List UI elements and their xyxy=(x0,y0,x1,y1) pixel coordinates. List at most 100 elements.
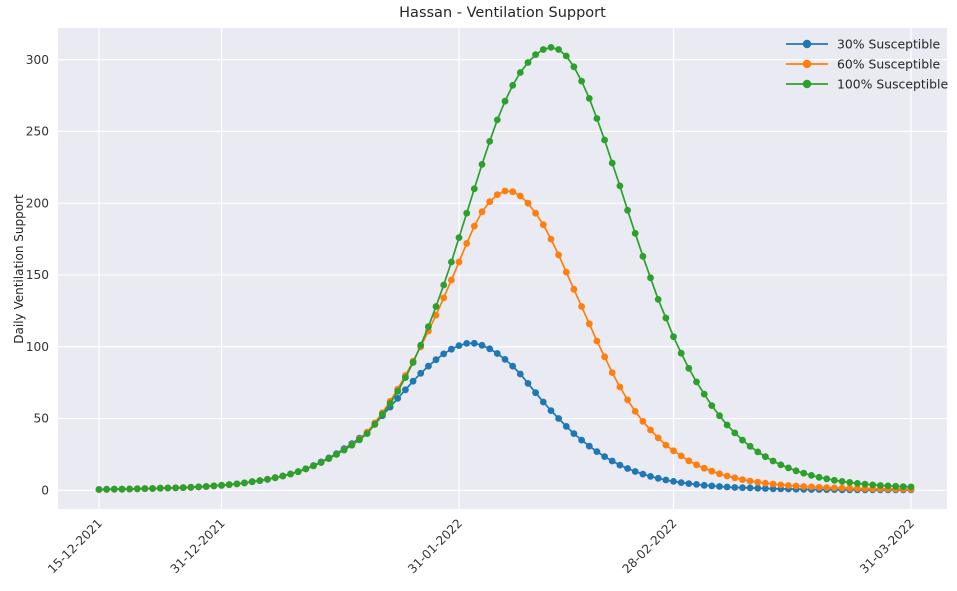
data-point-marker xyxy=(532,389,539,397)
data-point-marker xyxy=(95,486,103,493)
data-point-marker xyxy=(616,182,624,190)
data-point-marker xyxy=(777,481,785,489)
y-axis-label: Daily Ventilation Support xyxy=(12,194,26,344)
legend-marker-swatch xyxy=(802,79,812,89)
data-point-marker xyxy=(432,311,440,319)
data-point-marker xyxy=(785,464,792,472)
y-tick-label: 0 xyxy=(41,484,49,498)
data-point-marker xyxy=(470,185,478,193)
data-point-marker xyxy=(486,138,494,145)
data-point-marker xyxy=(333,451,340,458)
data-point-marker xyxy=(846,484,854,492)
data-point-marker xyxy=(708,482,716,490)
data-point-marker xyxy=(800,469,808,477)
data-point-marker xyxy=(539,221,547,229)
legend-item-30-susceptible: 30% Susceptible xyxy=(786,36,940,51)
data-point-marker xyxy=(394,395,402,402)
data-point-marker xyxy=(440,350,448,358)
data-point-marker xyxy=(647,426,654,434)
data-point-marker xyxy=(570,430,578,437)
data-point-marker xyxy=(693,481,700,488)
data-point-marker xyxy=(524,380,532,387)
data-point-marker xyxy=(524,199,532,207)
data-point-marker xyxy=(463,340,471,347)
data-point-marker xyxy=(585,320,593,328)
data-point-marker xyxy=(662,476,670,484)
data-point-marker xyxy=(425,323,432,331)
data-point-marker xyxy=(716,412,723,420)
data-point-marker xyxy=(624,396,631,404)
data-point-marker xyxy=(294,468,302,476)
data-point-marker xyxy=(516,370,524,378)
data-point-marker xyxy=(608,369,616,376)
data-point-marker xyxy=(769,480,777,488)
data-point-marker xyxy=(141,485,149,492)
data-point-marker xyxy=(225,481,233,488)
data-point-marker xyxy=(731,484,739,491)
data-point-marker xyxy=(754,484,762,492)
data-point-marker xyxy=(555,251,562,259)
data-point-marker xyxy=(455,342,463,349)
data-point-marker xyxy=(501,97,509,105)
data-point-marker xyxy=(256,477,264,484)
data-point-marker xyxy=(486,198,494,206)
data-point-marker xyxy=(417,341,425,349)
data-point-marker xyxy=(133,485,141,493)
data-point-marker xyxy=(593,337,601,345)
data-point-marker xyxy=(662,314,670,322)
data-point-marker xyxy=(808,483,815,491)
data-point-marker xyxy=(823,475,831,483)
data-point-marker xyxy=(325,455,333,462)
data-point-marker xyxy=(110,485,118,493)
data-point-marker xyxy=(861,480,869,488)
data-point-marker xyxy=(417,369,425,377)
data-point-marker xyxy=(516,192,524,200)
data-point-marker xyxy=(693,461,700,469)
data-point-marker xyxy=(846,479,854,486)
x-tick-label: 31-12-2021 xyxy=(168,516,228,576)
data-point-marker xyxy=(493,191,501,199)
data-point-marker xyxy=(501,356,509,363)
data-point-marker xyxy=(831,476,838,484)
legend-label: 30% Susceptible xyxy=(837,36,940,51)
data-point-marker xyxy=(593,448,601,455)
data-point-marker xyxy=(624,465,631,472)
data-point-marker xyxy=(800,483,808,490)
y-tick-label: 250 xyxy=(26,125,49,139)
data-point-marker xyxy=(631,468,639,475)
data-point-marker xyxy=(402,386,409,394)
data-point-marker xyxy=(470,222,478,230)
data-point-marker xyxy=(578,77,585,85)
data-point-marker xyxy=(754,478,762,486)
data-point-marker xyxy=(371,420,379,428)
data-point-marker xyxy=(187,483,195,491)
data-point-marker xyxy=(677,349,685,357)
data-point-marker xyxy=(631,229,639,237)
data-point-marker xyxy=(892,482,900,490)
data-point-marker xyxy=(509,82,517,89)
x-tick-label: 15-12-2021 xyxy=(45,516,105,576)
y-axis-tick-labels: 0 50 100 150 200 250 300 xyxy=(26,53,49,498)
x-tick-label: 31-03-2022 xyxy=(857,516,917,576)
data-point-marker xyxy=(854,485,861,492)
data-point-marker xyxy=(831,484,838,492)
y-tick-label: 300 xyxy=(26,53,49,67)
data-point-marker xyxy=(838,484,846,492)
data-point-marker xyxy=(585,95,593,102)
data-point-marker xyxy=(731,474,739,482)
data-point-marker xyxy=(746,484,754,492)
gridlines xyxy=(58,28,947,509)
data-point-marker xyxy=(685,457,693,465)
data-point-marker xyxy=(478,341,486,349)
data-point-marker xyxy=(716,470,723,478)
y-tick-label: 150 xyxy=(26,268,49,282)
data-point-marker xyxy=(884,482,892,490)
data-point-marker xyxy=(539,398,547,406)
data-point-marker xyxy=(570,285,578,293)
data-point-marker xyxy=(647,473,654,480)
data-point-marker xyxy=(402,374,409,381)
y-tick-label: 100 xyxy=(26,340,49,354)
data-point-marker xyxy=(762,479,769,487)
data-point-marker xyxy=(654,474,662,482)
data-point-marker xyxy=(340,446,348,454)
